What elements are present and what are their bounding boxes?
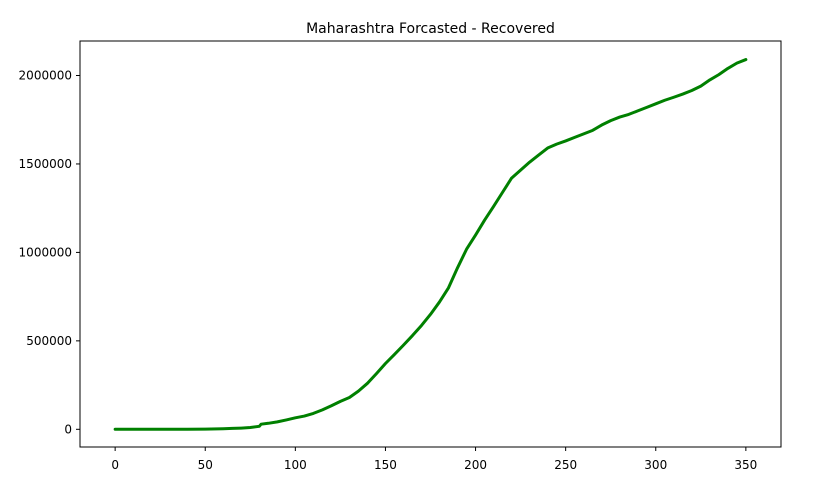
x-tick-label: 50 (198, 458, 213, 472)
plot-area (113, 58, 748, 431)
x-tick-label: 250 (554, 458, 577, 472)
series-line (113, 58, 748, 431)
x-tick-label: 100 (284, 458, 307, 472)
x-axis: 0 50 100 150 200 250 300 350 (111, 447, 757, 472)
x-tick-label: 150 (374, 458, 397, 472)
y-tick-label: 0 (64, 422, 72, 436)
chart-title: Maharashtra Forcasted - Recovered (306, 21, 555, 37)
y-tick-label: 2000000 (19, 68, 72, 82)
y-tick-label: 500000 (26, 334, 72, 348)
plot-frame (79, 40, 782, 448)
y-tick-label: 1000000 (19, 245, 72, 259)
x-tick-label: 300 (644, 458, 667, 472)
y-axis: 0 500000 1000000 1500000 2000000 (19, 68, 80, 436)
x-tick-label: 200 (464, 458, 487, 472)
x-tick-label: 350 (734, 458, 757, 472)
y-tick-label: 1500000 (19, 157, 72, 171)
x-tick-label: 0 (111, 458, 119, 472)
